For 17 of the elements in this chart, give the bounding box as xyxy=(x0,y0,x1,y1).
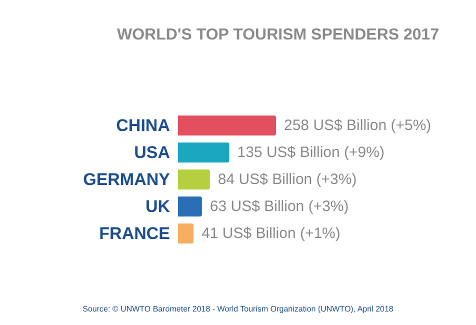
source-note: Source: © UNWTO Barometer 2018 - World Tourism Organization (UNWTO), April 2018 xyxy=(82,304,394,314)
chart-title: WORLD'S TOP TOURISM SPENDERS 2017 xyxy=(117,26,440,44)
y-tick-label: UK xyxy=(145,197,171,216)
data-label: 135 US$ Billion (+9%) xyxy=(237,144,384,161)
y-tick-label: USA xyxy=(134,143,170,162)
y-tick-label: GERMANY xyxy=(83,170,171,189)
bar xyxy=(178,170,210,190)
data-label: 63 US$ Billion (+3%) xyxy=(210,198,349,215)
bar xyxy=(178,224,194,244)
y-tick-label: FRANCE xyxy=(99,224,170,243)
data-label: 41 US$ Billion (+1%) xyxy=(202,225,340,242)
y-tick-label: CHINA xyxy=(116,116,170,135)
bar xyxy=(178,142,230,162)
data-label: 258 US$ Billion (+5%) xyxy=(284,117,432,134)
bar xyxy=(178,196,202,216)
bar xyxy=(178,116,276,136)
data-label: 84 US$ Billion (+3%) xyxy=(218,171,357,188)
